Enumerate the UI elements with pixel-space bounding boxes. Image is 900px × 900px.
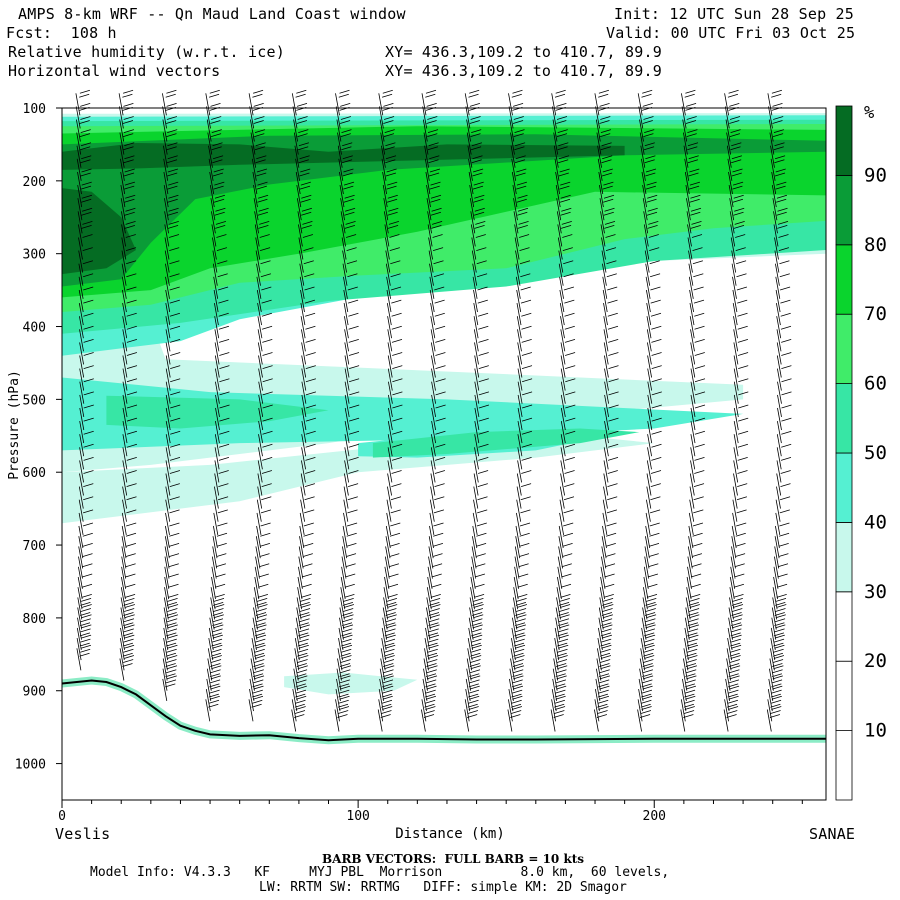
colorbar-label: 80 bbox=[864, 234, 887, 256]
rh-band-90-13 bbox=[62, 188, 136, 275]
y-tick-label: 200 bbox=[23, 175, 46, 190]
wind-barb-column bbox=[118, 89, 138, 681]
y-tick-label: 300 bbox=[23, 248, 46, 263]
wind-barb-column bbox=[766, 89, 792, 732]
field-label-wind: Horizontal wind vectors bbox=[8, 62, 221, 80]
y-tick-label: 500 bbox=[23, 393, 46, 408]
x-tick-label: 200 bbox=[643, 809, 666, 824]
y-tick-label: 900 bbox=[23, 685, 46, 700]
colorbar-label: 30 bbox=[864, 581, 887, 603]
wind-barb-column bbox=[248, 89, 273, 722]
colorbar-segment bbox=[835, 244, 853, 315]
colorbar-label: 10 bbox=[864, 720, 887, 742]
barb-note: BARB VECTORS: FULL BARB = 10 kts bbox=[322, 852, 585, 866]
init-time: Init: 12 UTC Sun 28 Sep 25 bbox=[614, 5, 854, 23]
model-info-physics: LW: RRTM SW: RRTMG DIFF: simple KM: 2D S… bbox=[259, 880, 627, 895]
xy-line-1: XY= 436.3,109.2 to 410.7, 89.9 bbox=[385, 43, 662, 61]
y-tick-label: 800 bbox=[23, 612, 46, 627]
station-right: SANAE bbox=[809, 825, 856, 843]
rh-band-30-1 bbox=[62, 435, 655, 524]
wind-barb-column bbox=[421, 89, 446, 732]
colorbar-segment bbox=[835, 383, 853, 454]
terrain-line bbox=[61, 679, 826, 742]
colorbar-segment bbox=[835, 591, 853, 662]
y-tick-label: 600 bbox=[23, 466, 46, 481]
colorbar-label: 20 bbox=[864, 650, 887, 672]
colorbar-segment bbox=[835, 452, 853, 523]
x-tick-label: 100 bbox=[346, 809, 369, 824]
xy-line-2: XY= 436.3,109.2 to 410.7, 89.9 bbox=[385, 62, 662, 80]
forecast-hour: Fcst: 108 h bbox=[6, 24, 117, 42]
colorbar-segment bbox=[835, 730, 853, 801]
plot-title: AMPS 8-km WRF -- Qn Maud Land Coast wind… bbox=[18, 5, 406, 23]
x-tick-label: 0 bbox=[58, 809, 66, 824]
field-label-rh: Relative humidity (w.r.t. ice) bbox=[8, 43, 285, 61]
y-tick-label: 400 bbox=[23, 321, 46, 336]
wind-barb-column bbox=[162, 89, 181, 701]
rh-band-50-7 bbox=[106, 395, 329, 429]
wind-barb-column bbox=[550, 89, 576, 732]
rh-band-90-12 bbox=[62, 143, 625, 170]
wind-barb-column bbox=[507, 89, 533, 732]
wind-barb-column bbox=[594, 89, 619, 732]
wind-barb-column bbox=[334, 89, 360, 732]
model-info: Model Info: V4.3.3 KF MYJ PBL Morrison 8… bbox=[90, 865, 670, 880]
colorbar-label: 60 bbox=[864, 373, 887, 395]
y-axis-label: Pressure (hPa) bbox=[7, 370, 22, 480]
y-tick-label: 1000 bbox=[15, 758, 46, 773]
colorbar-segment bbox=[835, 105, 853, 176]
wind-barb-column bbox=[680, 89, 706, 732]
station-left: Veslis bbox=[55, 825, 111, 843]
wind-barb-column bbox=[723, 89, 749, 732]
x-axis-label: Distance (km) bbox=[395, 826, 505, 842]
colorbar-segment bbox=[835, 313, 853, 385]
wind-barb-column bbox=[637, 89, 662, 732]
colorbar-label: 70 bbox=[864, 303, 887, 325]
colorbar-segment bbox=[835, 174, 853, 246]
colorbar-segment bbox=[835, 522, 853, 593]
rh-band-50-8 bbox=[372, 428, 640, 458]
wind-barb-column bbox=[75, 89, 94, 671]
valid-time: Valid: 00 UTC Fri 03 Oct 25 bbox=[606, 24, 856, 42]
colorbar-label: 40 bbox=[864, 511, 887, 533]
colorbar-segment bbox=[835, 660, 853, 732]
y-tick-label: 100 bbox=[23, 102, 46, 117]
colorbar-unit: % bbox=[864, 103, 874, 123]
wind-barb-column bbox=[205, 89, 230, 722]
colorbar-label: 50 bbox=[864, 442, 887, 464]
wind-barb-column bbox=[464, 89, 490, 732]
wind-barb-column bbox=[291, 89, 317, 732]
colorbar-label: 90 bbox=[864, 164, 887, 186]
plot-frame bbox=[61, 107, 827, 801]
y-tick-label: 700 bbox=[23, 539, 46, 554]
wind-barb-column bbox=[377, 89, 403, 732]
